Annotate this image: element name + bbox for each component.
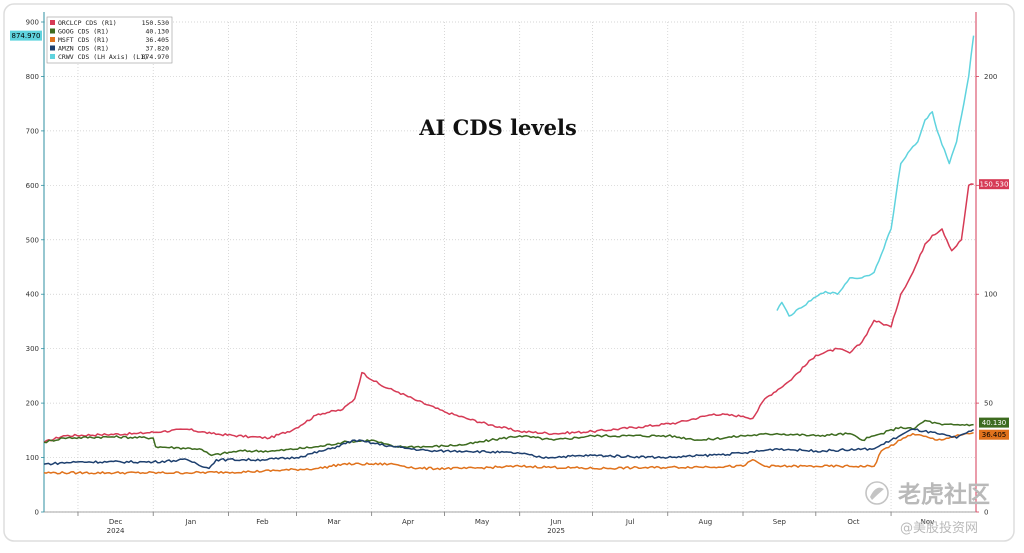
x-tick-label: Apr: [402, 518, 414, 526]
right-value-box-orcl: 150.530: [980, 181, 1009, 189]
right-value-box-msft-bg: [979, 429, 1009, 440]
left-tick-label: 700: [26, 127, 39, 135]
legend-swatch: [50, 20, 55, 25]
watermark: 老虎社区 @美股投资网: [865, 481, 990, 536]
legend-swatch: [50, 37, 55, 42]
x-tick-label: Jun: [550, 518, 562, 526]
legend-swatch: [50, 28, 55, 34]
x-tick-label: Oct: [847, 518, 859, 526]
legend-value: 150.530: [142, 19, 169, 27]
x-tick-label: Sep: [773, 518, 787, 526]
series-line-0: [43, 183, 974, 443]
right-value-box-goog-bg: [979, 417, 1009, 428]
legend-label: AMZN CDS (R1): [58, 45, 109, 53]
left-tick-label: 900: [26, 19, 39, 27]
left-tick-label: 800: [26, 73, 39, 81]
x-tick-year-label: 2025: [547, 527, 565, 535]
left-value-box-crwv: 874.970: [12, 32, 41, 40]
series-lines: [43, 35, 975, 475]
left-tick-label: 500: [26, 236, 39, 244]
chart-frame: [3, 3, 1015, 542]
right-tick-label: 0: [984, 509, 988, 517]
legend-value: 36.405: [146, 36, 170, 44]
left-tick-label: 400: [26, 291, 39, 299]
x-tick-year-label: 2024: [107, 527, 125, 535]
watermark-logo-icon: [865, 481, 889, 505]
x-tick-label: Dec: [109, 518, 123, 526]
x-tick-label: Jan: [184, 518, 196, 526]
legend-swatch: [50, 54, 55, 59]
legend-value: 37.820: [146, 45, 170, 53]
right-value-box-goog: 40.130: [982, 419, 1007, 427]
chart-title: AI CDS levels: [418, 115, 577, 140]
legend-value: 874.970: [142, 53, 169, 61]
series-line-3: [43, 428, 974, 470]
left-tick-label: 100: [26, 454, 39, 462]
left-tick-label: 600: [26, 182, 39, 190]
legend: ORCLCP CDS (R1) 150.530 GOOG CDS (R1) 40.13…: [46, 16, 173, 64]
watermark-sub: @美股投资网: [900, 520, 978, 536]
legend-label: GOOG CDS (R1): [58, 28, 109, 36]
left-value-box-crwv-bg: [10, 30, 42, 41]
x-tick-label: Nov: [921, 518, 935, 526]
right-value-box-orcl-bg: [979, 179, 1009, 190]
series-line-2: [43, 431, 974, 475]
series-line-4: [776, 35, 975, 317]
watermark-main: 老虎社区: [897, 481, 990, 508]
legend-box: [46, 16, 173, 64]
legend-label: ORCLCP CDS (R1): [58, 19, 117, 27]
left-tick-label: 200: [26, 400, 39, 408]
x-tick-label: Mar: [327, 518, 340, 526]
x-tick-label: May: [475, 518, 489, 526]
x-tick-label: Jul: [625, 518, 635, 526]
right-tick-label: 100: [984, 291, 997, 299]
left-tick-label: 0: [35, 509, 39, 517]
legend-label: MSFT CDS (R1): [58, 36, 109, 44]
legend-label: CRWV CDS (LH Axis) (L1): [58, 53, 148, 61]
right-value-box-msft: 36.405: [982, 431, 1007, 439]
x-tick-label: Aug: [699, 518, 713, 526]
right-tick-label: 200: [984, 73, 997, 81]
left-tick-label: 300: [26, 345, 39, 353]
watermark-logo-mark: [870, 487, 884, 500]
legend-value: 40.130: [146, 28, 170, 36]
legend-swatch: [50, 45, 55, 51]
series-line-1: [43, 419, 974, 457]
axes: 0100200300400500600700800900050100150200…: [26, 12, 997, 535]
grid: [44, 21, 976, 513]
right-tick-label: 50: [984, 400, 993, 408]
x-tick-label: Feb: [256, 518, 269, 526]
